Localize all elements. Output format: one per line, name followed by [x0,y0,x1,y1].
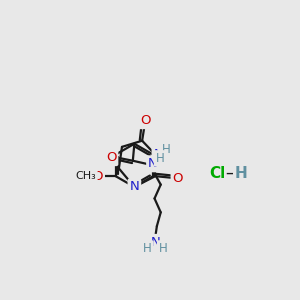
Text: H: H [162,143,170,157]
Text: O: O [106,151,116,164]
Text: O: O [172,172,183,185]
Text: H: H [234,166,247,181]
Text: N: N [148,157,158,170]
Text: H: H [143,242,152,255]
Text: Cl: Cl [209,166,225,181]
Text: O: O [140,114,151,127]
Text: CH₃: CH₃ [76,171,97,181]
Text: H: H [159,242,167,255]
Text: N: N [150,236,160,249]
Text: H: H [156,152,164,165]
Text: O: O [92,169,103,183]
Text: N: N [154,148,163,161]
Text: N: N [130,180,139,194]
Text: –: – [226,164,234,182]
